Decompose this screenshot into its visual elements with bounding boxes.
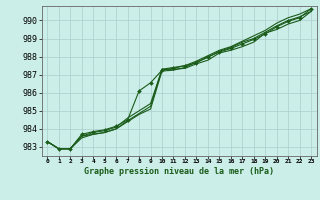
X-axis label: Graphe pression niveau de la mer (hPa): Graphe pression niveau de la mer (hPa) — [84, 167, 274, 176]
